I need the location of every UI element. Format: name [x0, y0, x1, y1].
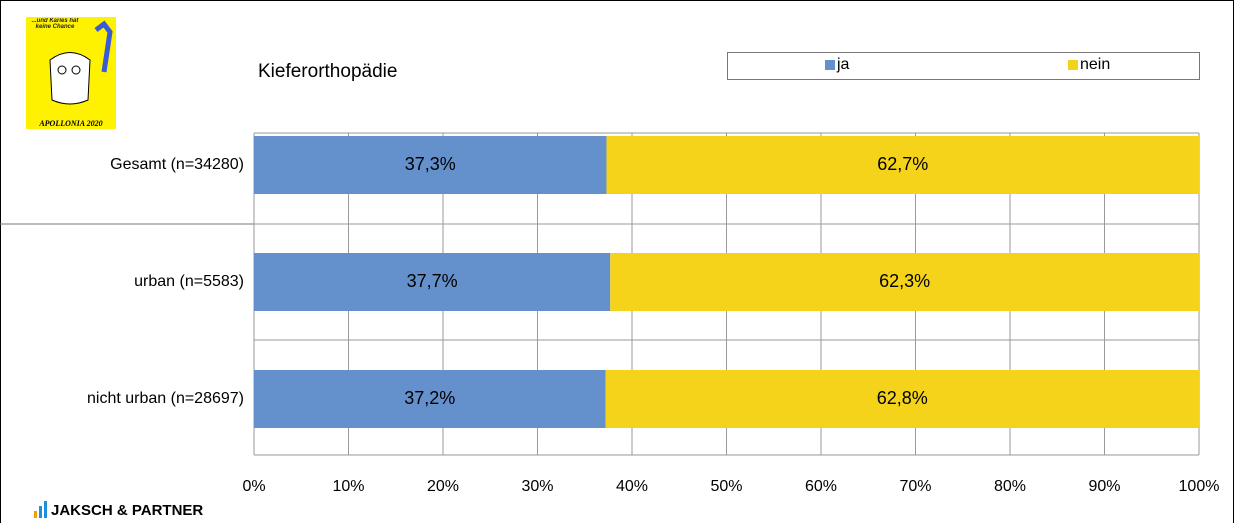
company-name: JAKSCH & PARTNER [51, 502, 203, 519]
bar-segment [606, 136, 1199, 194]
x-tick-label: 90% [1088, 478, 1120, 495]
value-label: 62,3% [879, 271, 930, 291]
value-label: 62,8% [877, 388, 928, 408]
apollonia-logo: ...und Karies hat keine Chance APOLLONIA… [26, 17, 116, 129]
bar-segment [254, 136, 607, 194]
bar-segment [610, 253, 1199, 311]
bar-segment [605, 370, 1199, 428]
value-label: 37,2% [404, 388, 455, 408]
legend-label: ja [836, 56, 850, 73]
chart-title: Kieferorthopädie [258, 61, 397, 82]
legend-swatch [825, 60, 835, 70]
logo-slogan-box: ...und Karies hat keine Chance [31, 18, 79, 30]
legend-box [727, 52, 1200, 80]
logo-bar [39, 506, 42, 518]
x-tick-label: 20% [427, 478, 459, 495]
y-tick-label: nicht urban (n=28697) [87, 390, 244, 407]
bar-segment [254, 253, 611, 311]
x-tick-label: 30% [521, 478, 553, 495]
logo-brush [94, 20, 113, 73]
value-label: 37,3% [405, 154, 456, 174]
y-tick-label: urban (n=5583) [134, 273, 244, 290]
x-tick-label: 0% [242, 478, 265, 495]
y-tick-label: Gesamt (n=34280) [110, 156, 244, 173]
logo-bar [34, 511, 37, 518]
x-tick-label: 40% [616, 478, 648, 495]
logo-bar [44, 501, 47, 518]
x-tick-label: 80% [994, 478, 1026, 495]
x-tick-label: 70% [899, 478, 931, 495]
logo-slogan: ...und Karies hat keine Chance [31, 18, 79, 30]
company-logo: JAKSCH & PARTNER [34, 501, 203, 519]
legend-label: nein [1080, 56, 1110, 73]
x-tick-label: 50% [710, 478, 742, 495]
logo-tooth [49, 52, 91, 105]
value-label: 37,7% [407, 271, 458, 291]
x-tick-label: 10% [332, 478, 364, 495]
value-label: 62,7% [877, 154, 928, 174]
x-tick-label: 60% [805, 478, 837, 495]
logo-eye [57, 65, 67, 75]
logo-name: APOLLONIA 2020 [38, 119, 102, 128]
logo-eye [71, 65, 81, 75]
bar-segment [254, 370, 606, 428]
legend-swatch [1068, 60, 1078, 70]
x-tick-label: 100% [1179, 478, 1220, 495]
